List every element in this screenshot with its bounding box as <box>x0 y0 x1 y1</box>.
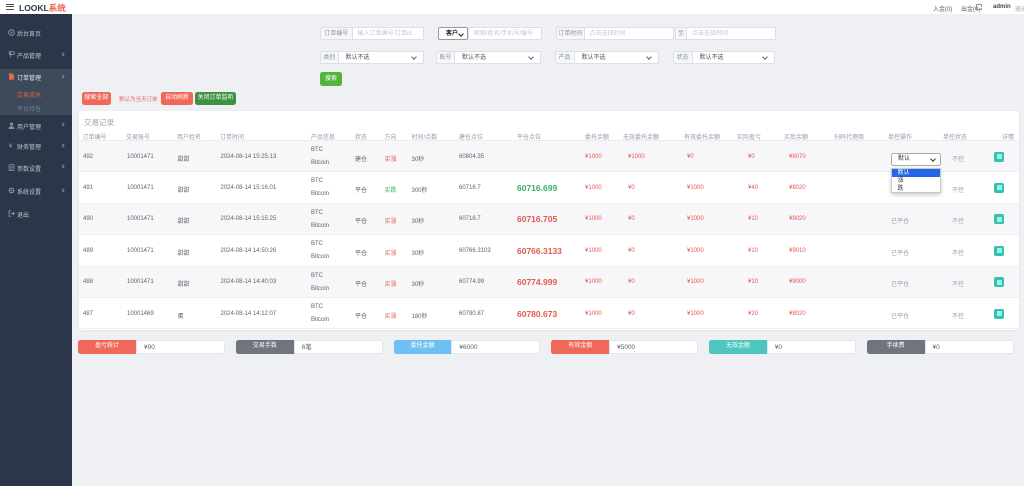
svg-text:¥: ¥ <box>9 143 13 149</box>
